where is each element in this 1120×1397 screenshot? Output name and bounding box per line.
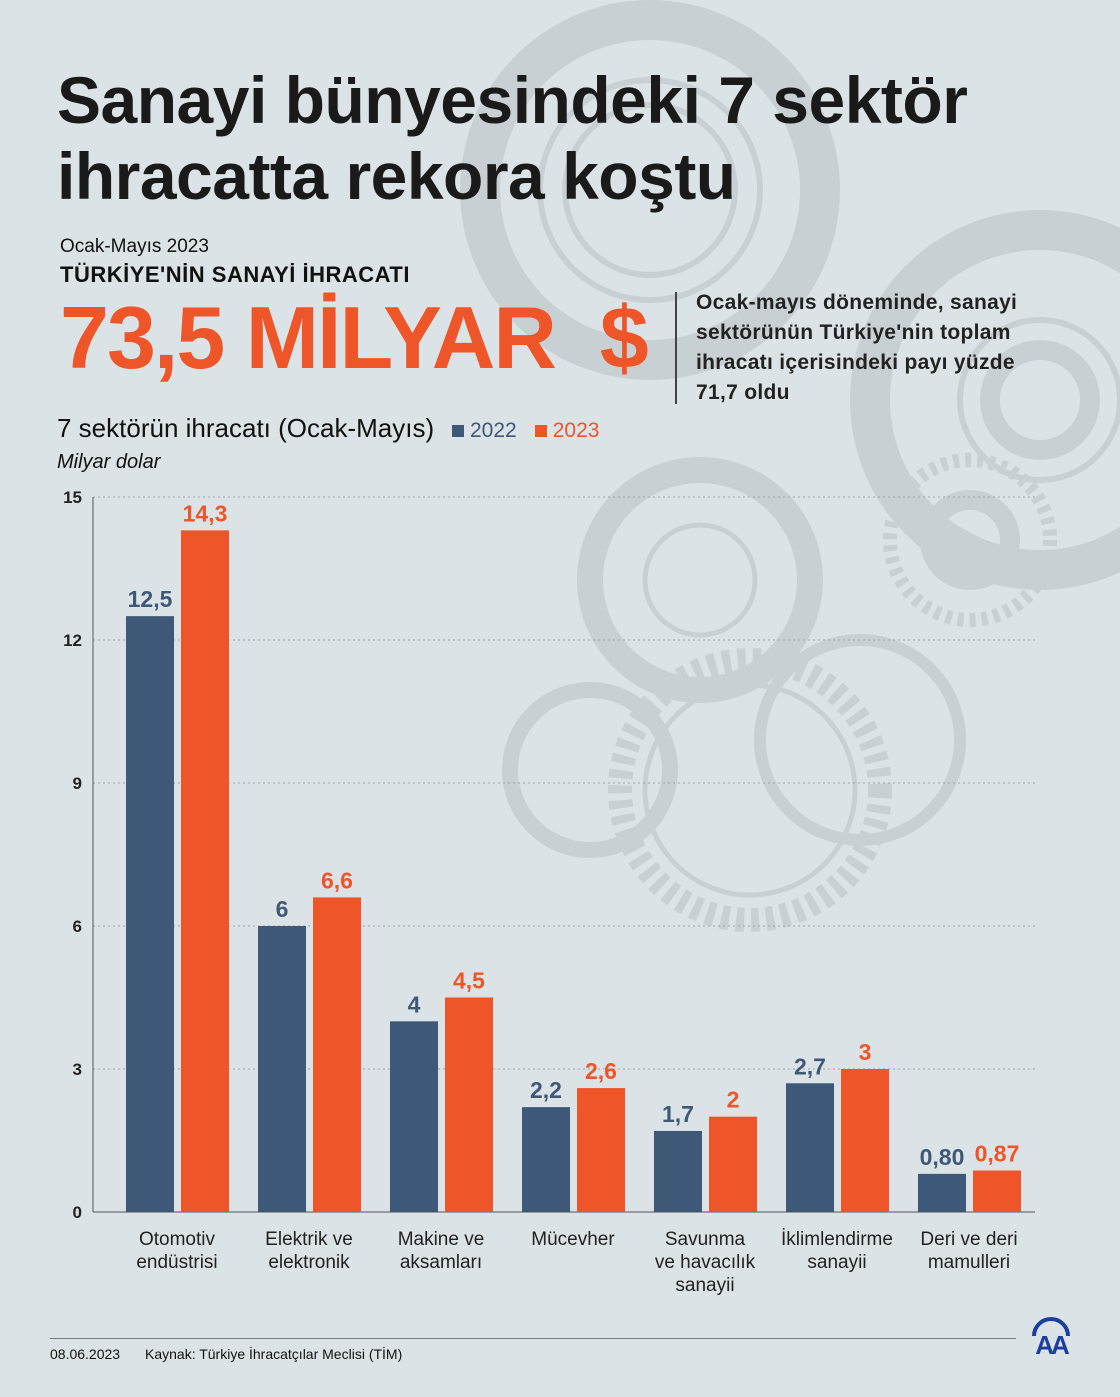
- x-tick-label-line: aksamları: [399, 1252, 483, 1273]
- bar-2023: [313, 897, 361, 1212]
- period-label: Ocak-Mayıs 2023: [60, 236, 209, 257]
- data-label-2022: 1,7: [662, 1101, 694, 1127]
- bar-2023: [973, 1170, 1021, 1212]
- y-tick-label: 15: [63, 488, 82, 507]
- bar-2023: [841, 1069, 889, 1212]
- data-label-2023: 2,6: [585, 1058, 617, 1084]
- x-tick-label-line: ve havacılık: [654, 1252, 756, 1273]
- bar-2022: [786, 1083, 834, 1212]
- y-tick-label: 9: [73, 774, 82, 793]
- data-label-2023: 0,87: [975, 1141, 1020, 1167]
- data-label-2022: 0,80: [920, 1144, 965, 1170]
- x-tick-label: Savunma ve havacılık sanayii: [635, 1228, 775, 1297]
- bar-2023: [445, 997, 493, 1212]
- x-tick-label-line: elektronik: [268, 1252, 350, 1273]
- legend-label: 2022: [470, 419, 517, 442]
- x-tick-label: Makine ve aksamları: [371, 1228, 511, 1274]
- bar-2023: [577, 1088, 625, 1212]
- x-tick-label-line: endüstrisi: [136, 1252, 218, 1273]
- legend-swatch-2023: [534, 425, 547, 437]
- legend-item-2023: 2023: [534, 419, 600, 443]
- bar-2023: [181, 530, 229, 1212]
- x-tick-label-line: Otomotiv: [138, 1229, 216, 1250]
- x-tick-label-line: Deri ve deri: [920, 1229, 1018, 1250]
- data-label-2023: 4,5: [453, 968, 485, 994]
- x-tick-label: İklimlendirme sanayii: [767, 1228, 907, 1274]
- data-label-2023: 3: [859, 1039, 872, 1065]
- bar-2022: [522, 1107, 570, 1212]
- x-tick-label-line: İklimlendirme: [781, 1229, 893, 1250]
- big-value: 73,5 MİLYAR $: [60, 288, 649, 387]
- bar-2022: [654, 1130, 702, 1212]
- data-label-2022: 6: [276, 896, 289, 922]
- data-label-2023: 14,3: [183, 500, 228, 526]
- x-tick-label-line: Mücevher: [531, 1229, 615, 1250]
- x-tick-label-line: sanayii: [675, 1275, 735, 1296]
- data-label-2022: 2,2: [530, 1077, 562, 1103]
- svg-text:AA: AA: [1035, 1330, 1070, 1358]
- bar-2022: [390, 1021, 438, 1212]
- legend: 2022 2023: [452, 419, 599, 443]
- footer-source: Kaynak: Türkiye İhracatçılar Meclisi (Tİ…: [145, 1346, 403, 1362]
- x-tick-label: Mücevher: [503, 1228, 643, 1251]
- x-tick-label: Elektrik ve elektronik: [239, 1228, 379, 1274]
- legend-item-2022: 2022: [452, 419, 517, 443]
- x-tick-label-line: sanayii: [807, 1252, 867, 1273]
- y-tick-label: 0: [73, 1203, 82, 1222]
- bar-2022: [258, 926, 306, 1212]
- headline: TÜRKİYE'NİN SANAYİ İHRACATI: [60, 262, 410, 287]
- legend-swatch-2022: [452, 425, 464, 437]
- page-title: Sanayi bünyesindeki 7 sektör ihracatta r…: [57, 62, 968, 214]
- y-tick-label: 3: [73, 1060, 82, 1079]
- footer-divider: [50, 1338, 1016, 1339]
- x-tick-label-line: mamulleri: [927, 1252, 1011, 1273]
- data-label-2022: 4: [408, 991, 421, 1017]
- bar-2022: [126, 616, 174, 1212]
- data-label-2023: 2: [727, 1087, 740, 1113]
- x-tick-label-line: Makine ve: [397, 1229, 485, 1250]
- divider: [675, 292, 677, 404]
- x-tick-label: Otomotiv endüstrisi: [107, 1228, 247, 1274]
- data-label-2022: 12,5: [128, 586, 173, 612]
- y-tick-label: 6: [73, 917, 82, 936]
- data-label-2023: 6,6: [321, 867, 353, 893]
- x-tick-label-line: Elektrik ve: [265, 1229, 353, 1250]
- x-tick-label-line: Savunma: [664, 1229, 746, 1250]
- chart-title: 7 sektörün ihracatı (Ocak-Mayıs): [57, 413, 435, 443]
- bar-2023: [709, 1116, 757, 1212]
- note-text: Ocak-mayıs döneminde, sanayi sektörünün …: [696, 291, 1018, 404]
- footer-date: 08.06.2023: [50, 1346, 121, 1362]
- y-axis-label: Milyar dolar: [57, 451, 161, 473]
- aa-logo-icon: AA: [1032, 1317, 1073, 1358]
- legend-label: 2023: [552, 419, 600, 442]
- data-label-2022: 2,7: [794, 1053, 826, 1079]
- title-line-2: ihracatta rekora koştu: [57, 139, 736, 213]
- bar-2022: [918, 1173, 966, 1212]
- title-line-1: Sanayi bünyesindeki 7 sektör: [57, 63, 968, 137]
- x-tick-label: Deri ve deri mamulleri: [899, 1228, 1039, 1274]
- y-tick-label: 12: [63, 631, 82, 650]
